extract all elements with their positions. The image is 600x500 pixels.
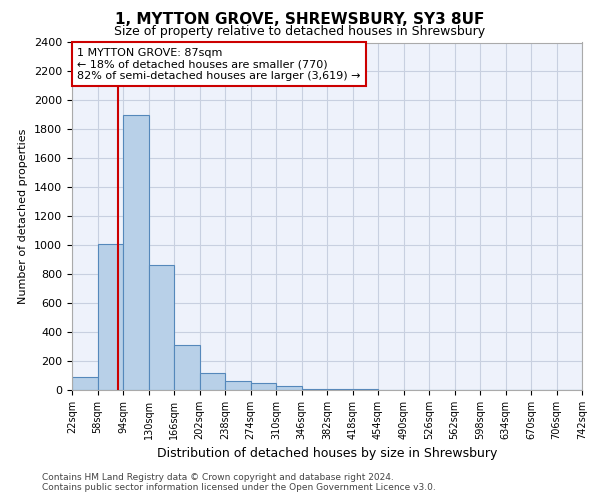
Bar [251,384,276,390]
Bar [123,115,149,390]
Bar [149,266,174,390]
Text: Contains HM Land Registry data © Crown copyright and database right 2024.
Contai: Contains HM Land Registry data © Crown c… [42,473,436,492]
X-axis label: Distribution of detached houses by size in Shrewsbury: Distribution of detached houses by size … [157,448,497,460]
Bar [276,386,302,390]
Bar [97,244,123,390]
Bar [72,377,97,390]
Bar [302,388,327,390]
Text: 1, MYTTON GROVE, SHREWSBURY, SY3 8UF: 1, MYTTON GROVE, SHREWSBURY, SY3 8UF [115,12,485,28]
Text: Size of property relative to detached houses in Shrewsbury: Size of property relative to detached ho… [115,25,485,38]
Text: 1 MYTTON GROVE: 87sqm
← 18% of detached houses are smaller (770)
82% of semi-det: 1 MYTTON GROVE: 87sqm ← 18% of detached … [77,48,361,81]
Bar [199,374,225,390]
Bar [225,382,251,390]
Y-axis label: Number of detached properties: Number of detached properties [19,128,28,304]
Bar [174,345,199,390]
